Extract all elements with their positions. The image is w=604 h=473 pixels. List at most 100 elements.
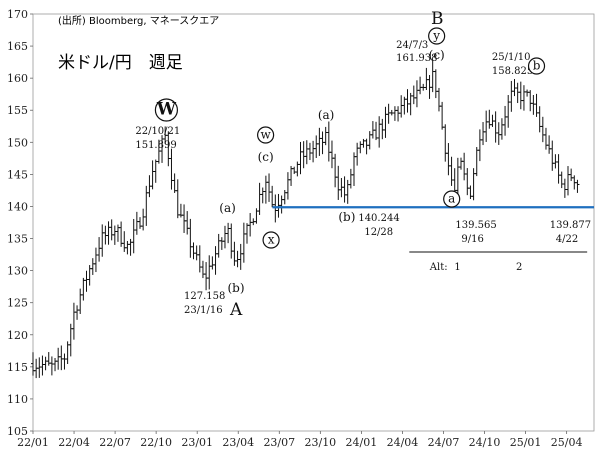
- ohlc-bar: [528, 90, 533, 112]
- ohlc-bar: [207, 255, 212, 290]
- high-2024-value: 161.938: [396, 53, 437, 64]
- ohlc-bar: [399, 95, 404, 118]
- y-tick-label: 170: [7, 8, 28, 21]
- y-tick-label: 140: [7, 200, 28, 213]
- y-tick-label: 130: [7, 265, 28, 278]
- wave-w: w: [257, 126, 275, 144]
- ohlc-bar: [191, 242, 196, 260]
- x-tick-label: 23/07: [263, 436, 295, 449]
- x-tick-label: 24/01: [346, 436, 378, 449]
- ohlc-bar: [267, 173, 272, 202]
- ohlc-bar: [446, 143, 451, 176]
- ohlc-bar: [31, 352, 35, 376]
- high-2022-date: 22/10/21: [135, 126, 180, 137]
- ohlc-bar: [342, 176, 347, 203]
- ohlc-bar: [493, 111, 498, 143]
- wave-a-small-circle: [443, 190, 461, 208]
- ohlc-bar: [547, 135, 552, 154]
- x-tick-label: 23/10: [304, 436, 336, 449]
- x-tick-label: 24/04: [387, 436, 419, 449]
- ohlc-bar: [182, 204, 187, 233]
- ohlc-bar: [125, 240, 130, 255]
- ohlc-bar: [270, 185, 275, 208]
- wave-a-small: a: [443, 190, 461, 208]
- ohlc-bar: [367, 131, 372, 150]
- ohlc-bar: [443, 124, 448, 162]
- ohlc-bar: [361, 138, 366, 148]
- ohlc-bar: [496, 122, 501, 145]
- axis-layer: 105 110 115 120 125 130 135 140 145 150 155 160 165 1…: [7, 8, 582, 449]
- ohlc-bar: [194, 245, 199, 261]
- wave-a-2: (a): [318, 108, 335, 122]
- ohlc-bar: [43, 356, 48, 371]
- ohlc-bar: [433, 69, 438, 99]
- ohlc-bar: [106, 221, 111, 245]
- ohlc-bar: [226, 222, 231, 244]
- ohlc-bar: [200, 260, 205, 279]
- wave-x: x: [262, 231, 280, 249]
- ohlc-bar: [518, 81, 523, 110]
- ohlc-bar: [317, 127, 322, 156]
- wave-b-small-circle: [527, 57, 546, 75]
- ohlc-bar: [175, 179, 180, 219]
- ohlc-bar: [292, 166, 297, 175]
- wave-y-circle: [428, 27, 446, 45]
- ohlc-bar: [556, 154, 561, 184]
- ohlc-bar: [75, 305, 80, 320]
- ohlc-bar: [459, 157, 464, 170]
- ohlc-bar: [355, 142, 360, 166]
- ohlc-bar: [314, 135, 319, 159]
- x-tick-label: 25/01: [510, 436, 542, 449]
- wave-b-small-label: b: [533, 58, 541, 72]
- y-tick-label: 160: [7, 72, 28, 85]
- ohlc-bar: [424, 67, 429, 90]
- ohlc-bar: [531, 94, 536, 115]
- ohlc-bar: [219, 237, 224, 250]
- ohlc-bar: [543, 127, 548, 150]
- ohlc-bar: [553, 154, 558, 169]
- ohlc-bar: [311, 140, 316, 163]
- low-2024-date: 9/16: [461, 234, 483, 245]
- ohlc-bar: [122, 231, 127, 252]
- ohlc-bar: [436, 87, 441, 112]
- ohlc-bar: [273, 194, 278, 223]
- ohlc-bar: [559, 171, 564, 189]
- ohlc-bar: [109, 219, 114, 241]
- low-2025-date: 4/22: [556, 234, 578, 245]
- ohlc-bar: [405, 89, 410, 113]
- ohlc-bar: [414, 80, 419, 108]
- wave-A: A: [229, 300, 243, 320]
- ohlc-bar: [188, 218, 193, 258]
- grid-layer: [32, 13, 595, 432]
- source-note: (出所) Bloomberg, マネースクエア: [58, 14, 219, 27]
- ohlc-bar: [210, 256, 215, 270]
- ohlc-bar: [285, 172, 290, 200]
- y-tick-label: 145: [7, 168, 28, 181]
- ohlc-bar: [575, 179, 580, 193]
- wave-y: y: [428, 27, 446, 45]
- ohlc-bar: [172, 173, 177, 193]
- low-2023b-value: 140.244: [358, 213, 399, 224]
- ohlc-bar: [477, 129, 482, 162]
- ohlc-bar: [53, 357, 58, 372]
- ohlc-bar: [499, 118, 504, 140]
- ohlc-bar: [97, 237, 102, 262]
- ohlc-bar: [468, 185, 473, 200]
- y-tick-label: 150: [7, 136, 28, 149]
- ohlc-bar: [204, 262, 209, 291]
- ohlc-bar: [525, 89, 530, 97]
- ohlc-bar: [62, 353, 67, 370]
- x-tick-label: 24/10: [469, 436, 501, 449]
- ohlc-bar: [93, 247, 98, 273]
- wave-x-label: x: [268, 232, 275, 246]
- x-tick-label: 22/01: [17, 436, 49, 449]
- ohlc-bar: [550, 140, 555, 171]
- plot-frame: [32, 13, 595, 432]
- ohlc-bar: [521, 85, 526, 111]
- wave-B: B: [431, 9, 444, 29]
- ohlc-bar: [386, 103, 391, 124]
- ohlc-bar: [49, 356, 54, 376]
- ohlc-bar: [213, 246, 218, 275]
- ohlc-bar: [112, 225, 117, 245]
